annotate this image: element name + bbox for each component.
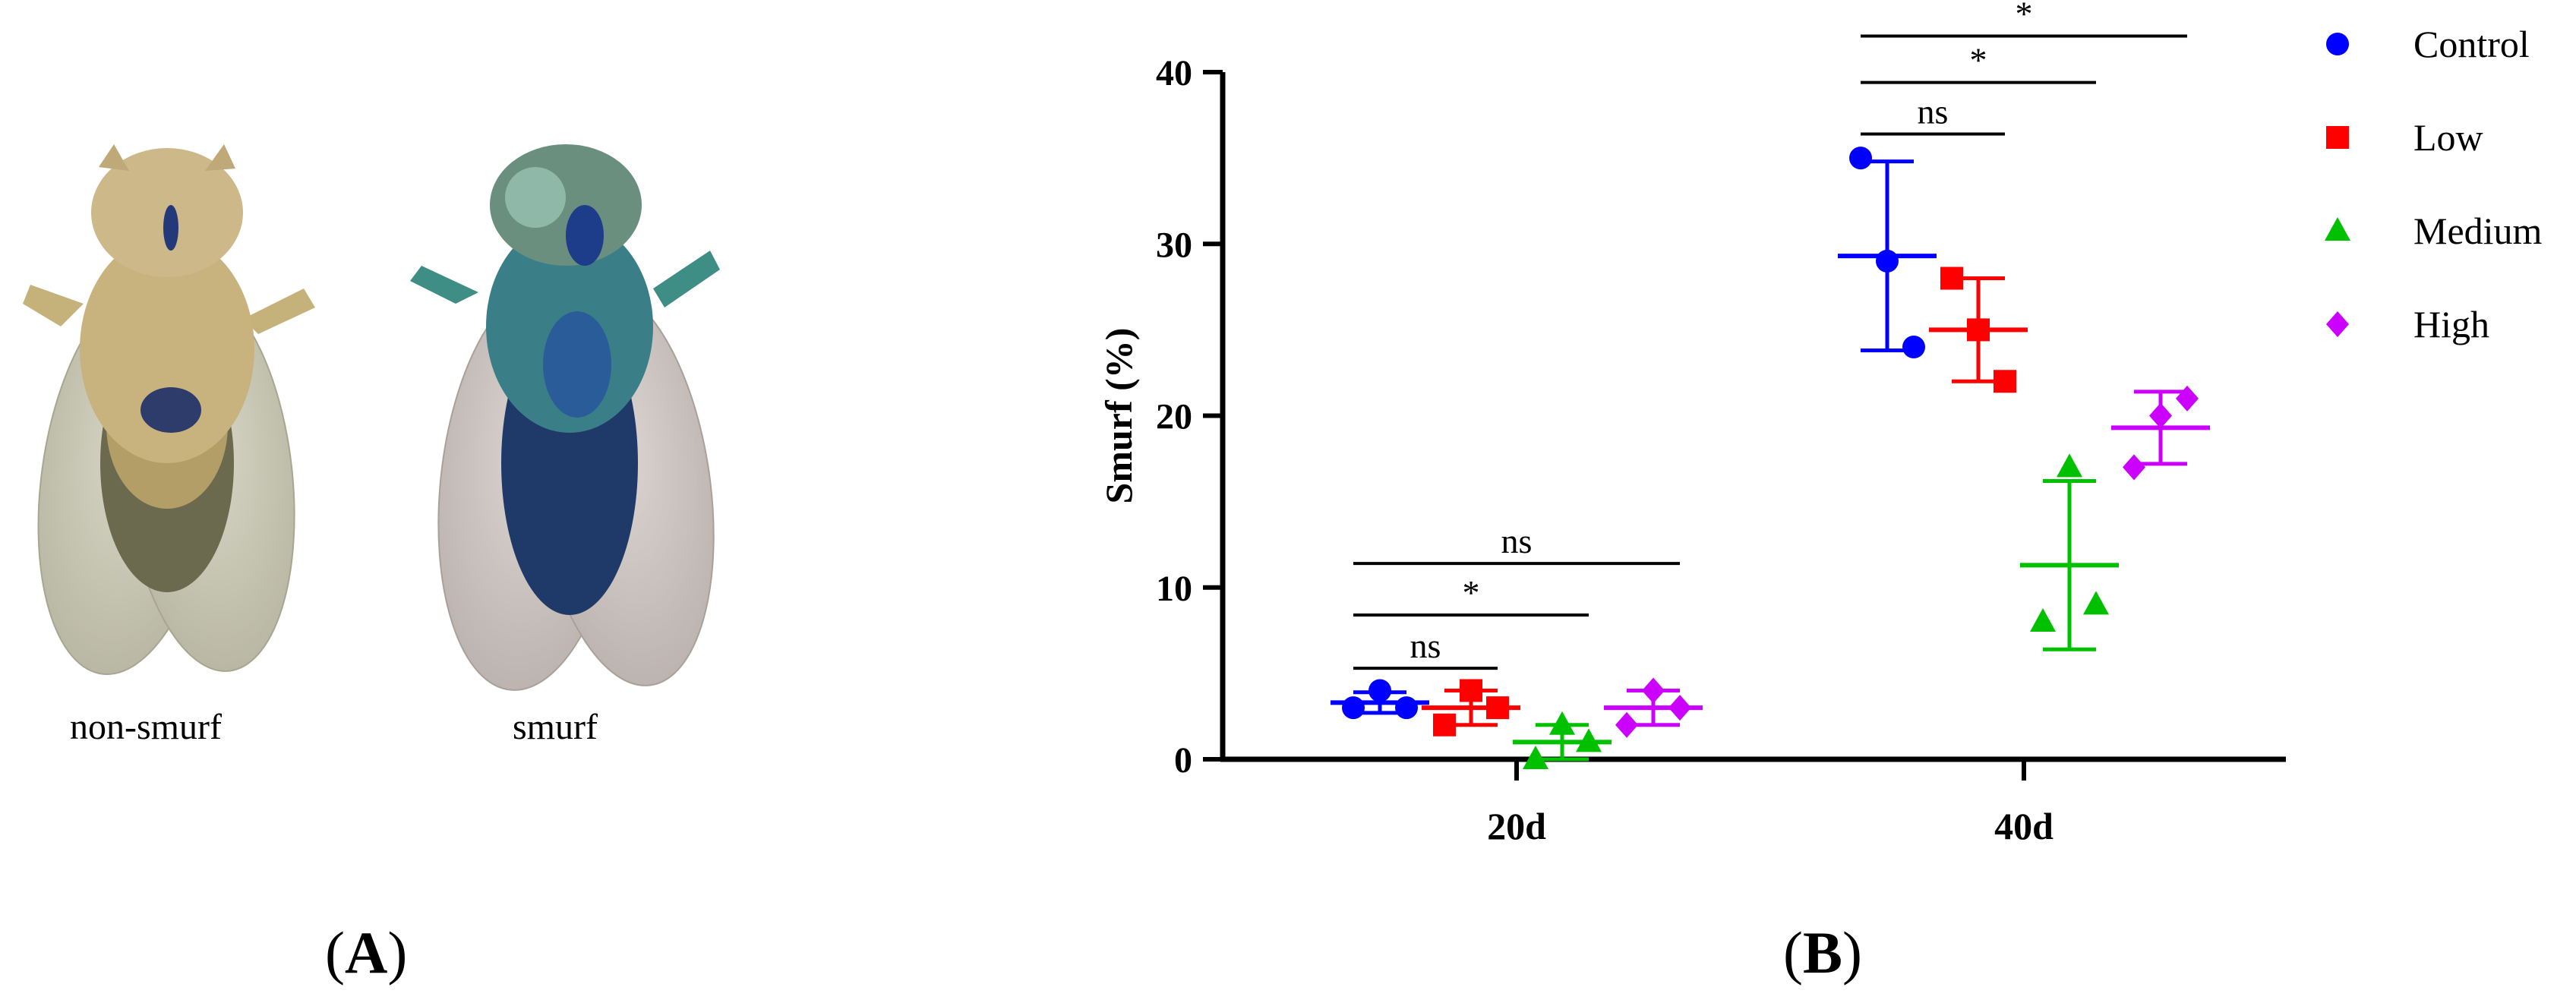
y-tick-label: 40 (1156, 53, 1192, 93)
panel-label-a-open: ( (325, 919, 345, 986)
low-point (1486, 696, 1509, 720)
smurf-fly-image (410, 144, 720, 691)
medium-point (2057, 453, 2082, 478)
x-tick-label: 40d (1994, 805, 2054, 847)
control-point (1849, 147, 1872, 170)
control-point (1342, 696, 1365, 720)
significance-label: ns (1918, 92, 1949, 131)
panel-label-b-letter: B (1802, 919, 1843, 986)
non-smurf-fly-image (23, 144, 315, 675)
significance-label: * (2016, 0, 2033, 33)
medium-point (2083, 591, 2109, 615)
panel-label-b-close: ) (1842, 919, 1862, 986)
low-legend-marker (2326, 126, 2349, 149)
high-legend-marker (2326, 311, 2349, 337)
low-point (1940, 267, 1963, 290)
medium-point (1576, 728, 1602, 752)
panel-label-a-letter: A (344, 919, 388, 986)
control-legend-marker (2326, 33, 2349, 55)
control-point (1902, 336, 1925, 358)
significance-label: * (1463, 573, 1480, 612)
y-axis-label: Smurf (%) (1097, 328, 1140, 504)
significance-label: * (1970, 41, 1987, 80)
non-smurf-caption: non-smurf (70, 707, 222, 747)
control-point (1876, 249, 1899, 273)
y-tick-label: 0 (1174, 740, 1192, 781)
control-point (1395, 696, 1418, 720)
significance-label: ns (1410, 626, 1441, 665)
panel-label-a: (A) (325, 919, 407, 987)
legend-label-low: Low (2413, 116, 2483, 159)
high-point (2176, 385, 2199, 412)
y-tick-label: 10 (1156, 569, 1192, 609)
medium-point (1523, 746, 1548, 769)
legend-label-control: Control (2413, 23, 2530, 65)
smurf-caption: smurf (513, 707, 598, 747)
medium-legend-marker (2325, 217, 2350, 241)
y-tick-label: 20 (1156, 397, 1192, 437)
panel-label-b-open: ( (1783, 919, 1803, 986)
high-point (2123, 454, 2145, 481)
legend-label-high: High (2413, 303, 2489, 345)
low-point (1967, 318, 1990, 342)
medium-point (1549, 711, 1575, 735)
medium-point (2030, 608, 2056, 632)
significance-label: ns (1501, 522, 1533, 560)
low-point (1433, 713, 1456, 736)
high-point (1668, 695, 1691, 721)
y-tick-label: 30 (1156, 225, 1192, 265)
x-tick-label: 20d (1487, 805, 1546, 847)
high-point (2149, 402, 2172, 429)
panel-label-b: (B) (1783, 919, 1862, 987)
high-point (1615, 711, 1638, 738)
panel-label-a-close: ) (387, 919, 408, 986)
control-point (1368, 679, 1391, 702)
legend-label-medium: Medium (2413, 210, 2543, 252)
low-point (1994, 370, 2016, 393)
low-point (1460, 679, 1482, 702)
high-point (1642, 677, 1665, 704)
